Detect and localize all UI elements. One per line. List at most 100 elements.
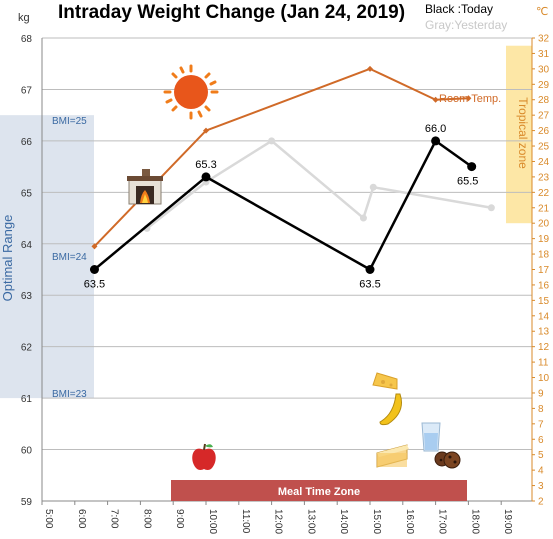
bmi-23-label: BMI=23 <box>52 389 87 400</box>
y2-tick-label: 14 <box>538 311 550 322</box>
y2-tick-label: 9 <box>538 388 544 399</box>
y2-tick-label: 27 <box>538 111 550 122</box>
y2-tick-label: 11 <box>538 358 549 369</box>
tropical-zone-band <box>506 45 532 224</box>
y-tick-label: 65 <box>21 188 33 199</box>
y2-tick-label: 8 <box>538 404 544 415</box>
meal-time-bar <box>171 480 467 501</box>
meal-time-zone: Meal Time Zone <box>171 480 467 501</box>
y-tick-label: 66 <box>21 137 33 148</box>
y-tick-label: 68 <box>21 34 33 45</box>
y2-tick-label: 13 <box>538 327 550 338</box>
y2-tick-label: 31 <box>538 49 550 60</box>
y2-tick-label: 25 <box>538 142 550 153</box>
x-tick-label: 12:00 <box>273 509 284 534</box>
x-tick-label: 5:00 <box>43 509 54 529</box>
y2-tick-label: 5 <box>538 450 544 461</box>
grid-layer <box>42 37 532 502</box>
x-tick-label: 7:00 <box>109 509 120 529</box>
chart-title: Intraday Weight Change (Jan 24, 2019) <box>58 2 405 23</box>
today-data-label: 63.5 <box>359 279 380 291</box>
y2-tick-label: 7 <box>538 419 544 430</box>
y2-tick-label: 12 <box>538 342 550 353</box>
optimal-range-label: Optimal Range <box>0 215 15 302</box>
x-tick-label: 8:00 <box>141 509 152 529</box>
x-tick-label: 10:00 <box>207 509 218 534</box>
room-temp-point <box>367 65 373 72</box>
y2-tick-label: 10 <box>538 373 550 384</box>
axes-layer <box>41 38 533 502</box>
series-layer: 63.5 65.3 63.5 66.0 65.5 <box>84 65 495 291</box>
yesterday-line <box>146 139 492 230</box>
y2-tick-label: 19 <box>538 234 550 245</box>
y2-tick-label: 28 <box>538 95 550 106</box>
y2-tick-label: 18 <box>538 250 550 261</box>
x-tick-label: 18:00 <box>469 509 480 534</box>
y2-tick-label: 3 <box>538 481 544 492</box>
right-unit-label: ℃ <box>536 6 548 18</box>
cake-icon <box>376 444 409 468</box>
x-tick-label: 16:00 <box>404 509 415 534</box>
today-point <box>365 265 375 274</box>
x-tick-label: 6:00 <box>76 509 87 529</box>
yesterday-point <box>487 204 495 212</box>
x-tick-label: 14:00 <box>338 509 349 534</box>
apple-icon <box>192 443 216 470</box>
y2-tick-label: 24 <box>538 157 550 168</box>
today-data-label: 65.5 <box>457 176 478 188</box>
today-data-label: 65.3 <box>195 159 216 171</box>
y-tick-label: 62 <box>21 343 33 354</box>
ticks-layer: 5960616263646566676823456789101112131415… <box>21 34 550 535</box>
y2-tick-label: 29 <box>538 80 550 91</box>
meal-time-label: Meal Time Zone <box>278 486 360 498</box>
optimal-range-band <box>0 115 94 399</box>
y-tick-label: 59 <box>21 497 33 508</box>
room-temp-point <box>465 95 472 102</box>
yesterday-point <box>268 137 276 145</box>
y-tick-label: 64 <box>21 240 33 251</box>
today-point <box>201 172 211 182</box>
left-unit-label: kg <box>18 12 30 24</box>
tropical-zone-label: Tropical zone <box>516 97 530 169</box>
y-tick-label: 67 <box>21 85 33 96</box>
yesterday-point <box>369 183 377 191</box>
today-point <box>431 136 441 146</box>
bmi-25-label: BMI=25 <box>52 116 87 127</box>
y2-tick-label: 23 <box>538 172 550 183</box>
bands-layer <box>0 45 532 399</box>
room-temp-point <box>432 96 439 103</box>
legend-today: Black :Today <box>425 2 493 16</box>
room-temp-point <box>203 127 209 134</box>
y2-tick-label: 20 <box>538 219 550 230</box>
bmi-24-label: BMI=24 <box>52 252 87 263</box>
x-tick-label: 9:00 <box>174 509 185 529</box>
y2-tick-label: 16 <box>538 280 550 291</box>
today-point <box>467 162 477 172</box>
yesterday-point <box>359 214 367 222</box>
today-data-label: 66.0 <box>425 123 446 135</box>
y2-tick-label: 32 <box>538 34 550 45</box>
x-tick-label: 17:00 <box>437 509 448 534</box>
y-tick-label: 63 <box>21 291 33 302</box>
x-tick-label: 15:00 <box>371 509 382 534</box>
water-glass-icon <box>421 422 441 452</box>
today-data-label: 63.5 <box>84 279 105 291</box>
y2-tick-label: 4 <box>538 466 544 477</box>
legend-yesterday: Gray:Yesterday <box>425 18 507 32</box>
cookies-icon <box>434 451 461 469</box>
y2-tick-label: 26 <box>538 126 550 137</box>
y2-tick-label: 22 <box>538 188 550 199</box>
y-tick-label: 60 <box>21 446 33 457</box>
y2-tick-label: 2 <box>538 497 544 508</box>
room-temp-label: Room Temp. <box>439 93 501 105</box>
cheese-icon <box>372 372 398 390</box>
today-line <box>93 139 473 271</box>
x-tick-label: 11:00 <box>240 509 251 534</box>
y2-tick-label: 6 <box>538 435 544 446</box>
banana-icon <box>379 393 402 426</box>
y2-tick-label: 17 <box>538 265 550 276</box>
y2-tick-label: 21 <box>538 203 550 214</box>
x-tick-label: 13:00 <box>305 509 316 534</box>
sun-icon <box>163 64 219 120</box>
